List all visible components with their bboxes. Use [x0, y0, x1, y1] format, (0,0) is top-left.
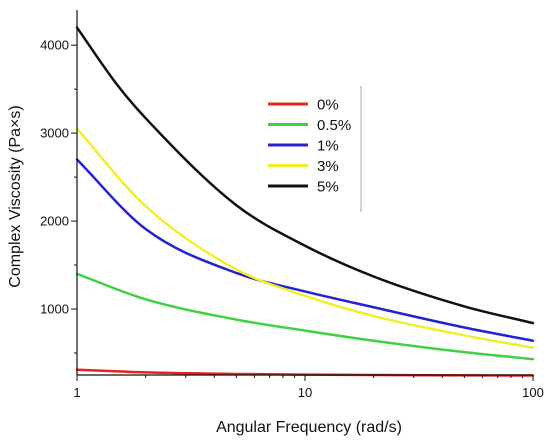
- y-tick-label-1: 2000: [40, 214, 69, 229]
- y-tick-label-3: 4000: [40, 38, 69, 53]
- x-axis-title: Angular Frequency (rad/s): [216, 419, 402, 436]
- series-line-1: [75, 272, 535, 361]
- y-axis-title: Complex Viscosity (Pa×s): [7, 105, 24, 287]
- legend-label-2: 1%: [317, 138, 339, 155]
- plot-area: [75, 26, 535, 377]
- x-tick-label-2: 100: [522, 385, 544, 400]
- legend-label-3: 3%: [317, 158, 339, 175]
- series-line-4: [75, 26, 535, 325]
- y-tick-label-0: 1000: [40, 302, 69, 317]
- series-line-3: [75, 127, 535, 349]
- y-tick-label-2: 3000: [40, 126, 69, 141]
- legend-label-4: 5%: [317, 179, 339, 196]
- axes: 1000 2000 3000 4000 1 10 100: [40, 10, 544, 400]
- legend-label-1: 0.5%: [317, 117, 351, 134]
- x-tick-label-1: 10: [298, 385, 312, 400]
- legend: 0% 0.5% 1% 3% 5%: [268, 86, 362, 212]
- x-tick-label-0: 1: [73, 385, 80, 400]
- series-line-2: [75, 158, 535, 342]
- legend-label-0: 0%: [317, 97, 339, 114]
